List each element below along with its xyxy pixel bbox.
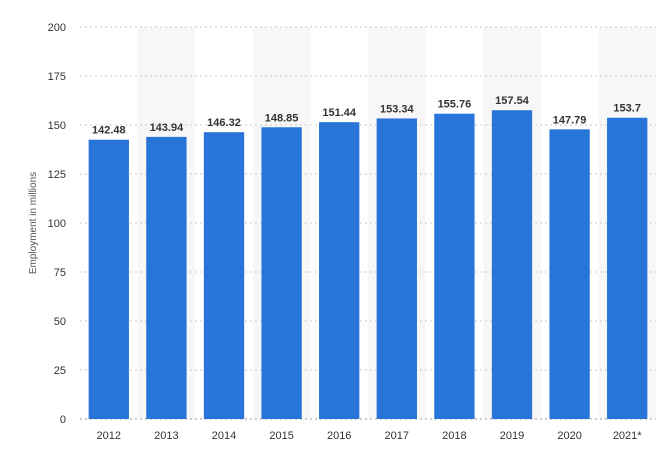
data-label: 153.34	[380, 103, 415, 115]
y-tick-label: 0	[60, 414, 66, 426]
bar	[319, 122, 360, 419]
x-tick-label: 2016	[327, 430, 351, 442]
y-tick-label: 200	[48, 22, 66, 34]
x-tick-label: 2021*	[613, 430, 642, 442]
bar	[434, 113, 475, 420]
bar	[146, 136, 187, 419]
data-label: 157.54	[495, 95, 530, 107]
data-label: 148.85	[265, 112, 299, 124]
x-tick-label: 2019	[500, 430, 524, 442]
data-label: 153.7	[613, 103, 641, 115]
bar	[607, 117, 648, 420]
data-label: 142.48	[92, 125, 126, 137]
x-tick-label: 2014	[212, 430, 236, 442]
data-label: 143.94	[150, 122, 185, 134]
x-tick-label: 2018	[442, 430, 466, 442]
data-label: 151.44	[322, 107, 357, 119]
data-label: 146.32	[207, 117, 241, 129]
x-axis-ticks: 2012 2013 2014 2015 2016 2017 2018 2019 2020 2021…	[97, 430, 643, 442]
y-tick-label: 175	[48, 71, 66, 83]
y-tick-label: 100	[48, 218, 66, 230]
y-tick-label: 50	[54, 316, 66, 328]
data-labels: 142.48 143.94 146.32 148.85 151.44 153.34 155.…	[92, 95, 641, 137]
y-tick-label: 25	[54, 365, 66, 377]
bar	[549, 129, 590, 419]
bar	[203, 132, 245, 419]
y-axis-title: Employment in millions	[28, 172, 39, 274]
bar	[376, 118, 417, 419]
y-tick-label: 150	[48, 120, 66, 132]
x-tick-label: 2015	[269, 430, 293, 442]
y-tick-label: 75	[54, 267, 66, 279]
data-label: 147.79	[553, 114, 587, 126]
x-tick-label: 2020	[557, 430, 581, 442]
bar	[261, 127, 302, 419]
y-axis-ticks: 0 25 50 75 100 125 150 175 200	[48, 22, 66, 426]
bar	[491, 110, 533, 419]
x-tick-label: 2012	[97, 430, 121, 442]
x-tick-label: 2013	[154, 430, 178, 442]
y-tick-label: 125	[48, 169, 66, 181]
x-tick-label: 2017	[385, 430, 409, 442]
data-label: 155.76	[438, 99, 472, 111]
bars	[88, 110, 648, 420]
bar	[88, 139, 129, 419]
